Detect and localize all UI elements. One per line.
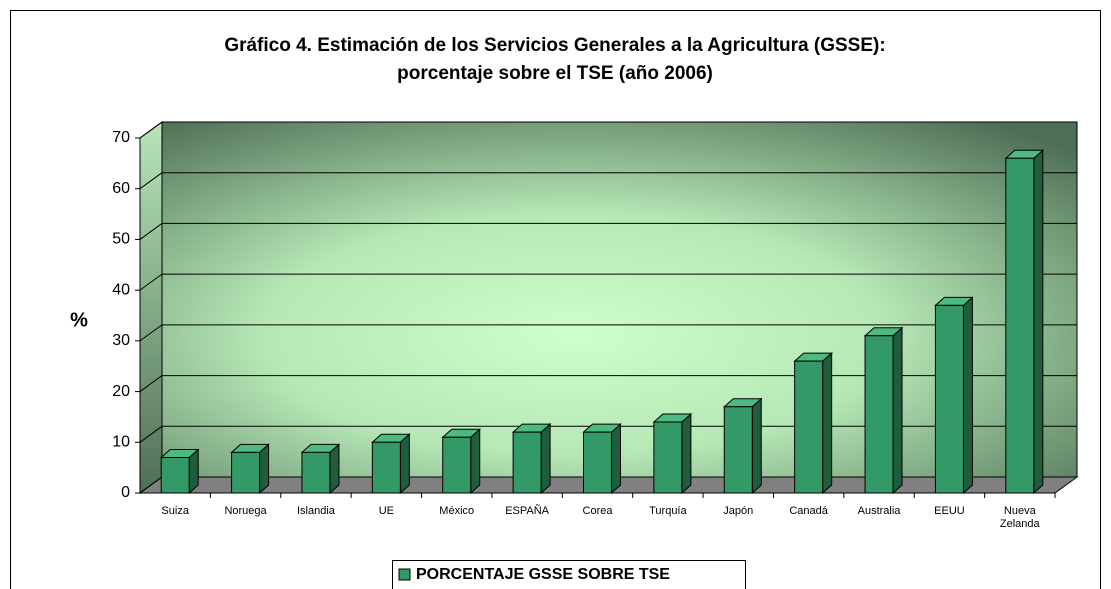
- bar-face: [681, 412, 692, 495]
- bar: [371, 433, 411, 495]
- bar-face: [1005, 157, 1035, 494]
- bar-face: [751, 397, 762, 495]
- y-tick-label: 60: [112, 180, 130, 197]
- grid-line: [139, 425, 163, 443]
- bar-face: [653, 421, 683, 494]
- bar-face: [723, 406, 753, 494]
- bar-face: [231, 451, 261, 494]
- chart-title: Gráfico 4. Estimación de los Servicios G…: [224, 35, 885, 56]
- bar: [159, 448, 200, 495]
- x-tick-label: Noruega: [224, 505, 267, 517]
- bar-face: [160, 457, 190, 494]
- bar: [300, 443, 341, 495]
- x-tick-label: Japón: [723, 505, 754, 517]
- bar-face: [962, 296, 973, 495]
- grid-line: [139, 476, 163, 494]
- bar-face: [301, 451, 331, 494]
- x-tick-label: Nueva Zelanda: [999, 505, 1040, 530]
- bar-face: [892, 326, 903, 495]
- y-tick-label: 40: [112, 281, 130, 298]
- x-tick-label: EEUU: [934, 505, 965, 517]
- y-tick-label: 50: [112, 231, 130, 248]
- bar: [934, 296, 974, 495]
- bar-face: [442, 436, 472, 494]
- x-tick-label: Suiza: [161, 505, 189, 517]
- bar-face: [540, 423, 551, 495]
- bar-face: [864, 335, 894, 494]
- bar-face: [512, 431, 542, 494]
- bar-face: [611, 423, 621, 495]
- x-tick-label: Turquía: [649, 505, 687, 517]
- bar-face: [1033, 149, 1044, 495]
- legend-label: PORCENTAJE GSSE SOBRE TSE: [416, 566, 670, 583]
- bar-face: [822, 352, 833, 495]
- x-tick-label: Australia: [857, 505, 901, 517]
- bar: [793, 352, 833, 495]
- grid-line: [139, 375, 163, 392]
- bar-face: [371, 441, 401, 494]
- bar-face: [794, 360, 824, 494]
- y-tick-label: 10: [112, 434, 130, 451]
- bar: [1004, 149, 1045, 495]
- bar: [230, 443, 270, 495]
- x-tick-label: UE: [378, 505, 394, 517]
- grid-line: [139, 223, 163, 240]
- bar: [582, 423, 622, 495]
- grid-line: [139, 172, 163, 190]
- bar: [441, 428, 482, 495]
- bar: [652, 412, 693, 495]
- bar-face: [399, 433, 410, 495]
- legend-swatch: [398, 568, 411, 581]
- bar: [511, 423, 552, 495]
- y-tick-label: 70: [112, 129, 130, 146]
- y-tick-label: 0: [121, 484, 130, 501]
- x-tick-label: Canadá: [789, 505, 828, 517]
- x-tick-label: Islandia: [296, 505, 335, 517]
- legend: [392, 560, 746, 589]
- x-tick-label: Corea: [582, 505, 613, 517]
- x-tick-label: México: [439, 505, 475, 517]
- side-wall: [139, 121, 163, 494]
- x-tick-label: ESPAÑA: [505, 505, 550, 517]
- bar: [863, 326, 904, 495]
- bar: [722, 397, 763, 495]
- bar-face: [934, 304, 964, 494]
- grid-line: [139, 324, 163, 342]
- bar-face: [583, 431, 612, 494]
- y-axis-label: %: [70, 309, 88, 331]
- y-tick-label: 20: [112, 383, 130, 400]
- bar-face: [470, 428, 481, 495]
- grid-line: [139, 273, 163, 291]
- chart-title: porcentaje sobre el TSE (año 2006): [397, 63, 713, 84]
- grid-line: [139, 121, 163, 139]
- y-tick-label: 30: [112, 332, 130, 349]
